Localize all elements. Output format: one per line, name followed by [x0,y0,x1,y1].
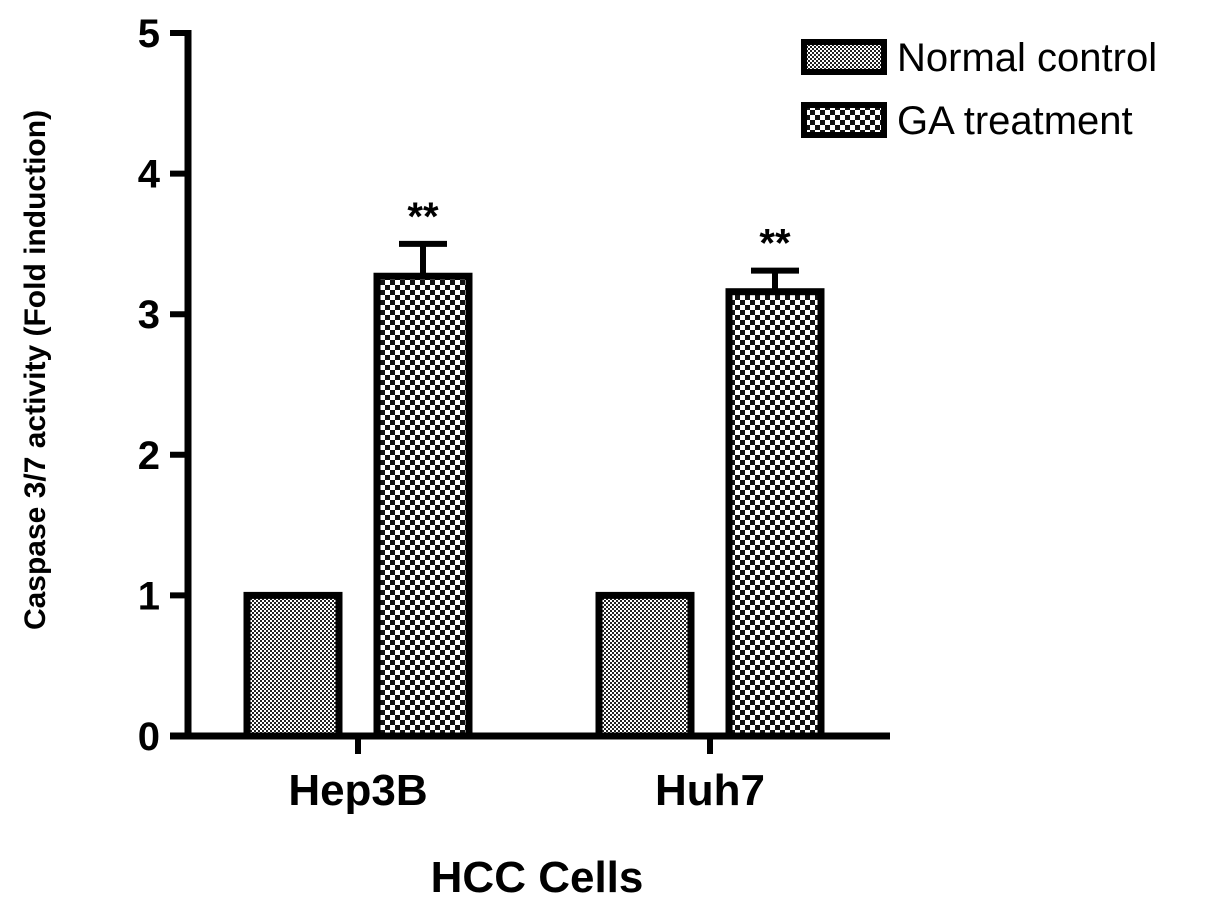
y-tick-label-4: 4 [138,153,161,197]
legend: Normal control GA treatment [801,36,1157,143]
y-tick-label-3: 3 [138,293,160,337]
bar-normal-control-huh7 [595,591,695,740]
y-tick-label-5: 5 [138,12,160,56]
y-ticks: 0 1 2 3 4 5 [138,12,188,759]
bar-ga-treatment-huh7 [725,288,825,740]
x-axis-title: HCC Cells [431,853,644,902]
y-tick-label-2: 2 [138,434,160,478]
x-category-label-huh7: Huh7 [655,766,765,815]
x-category-labels: Hep3B Huh7 [288,736,765,815]
legend-swatch-0 [801,39,887,75]
bar-ga-treatment-hep3b [373,272,473,740]
axes [170,30,890,740]
bar-normal-control-hep3b [243,591,343,740]
significance-label-huh7: ** [759,222,791,266]
legend-label-0: Normal control [897,36,1157,80]
legend-swatch-1 [801,102,887,138]
y-tick-label-1: 1 [138,574,160,618]
x-category-label-hep3b: Hep3B [288,766,427,815]
y-axis-title: Caspase 3/7 activity (Fold induction) [19,110,52,630]
y-tick-label-0: 0 [138,715,160,759]
bars: ** ** [243,195,825,740]
significance-label-hep3b: ** [407,195,439,239]
legend-label-1: GA treatment [897,99,1133,143]
